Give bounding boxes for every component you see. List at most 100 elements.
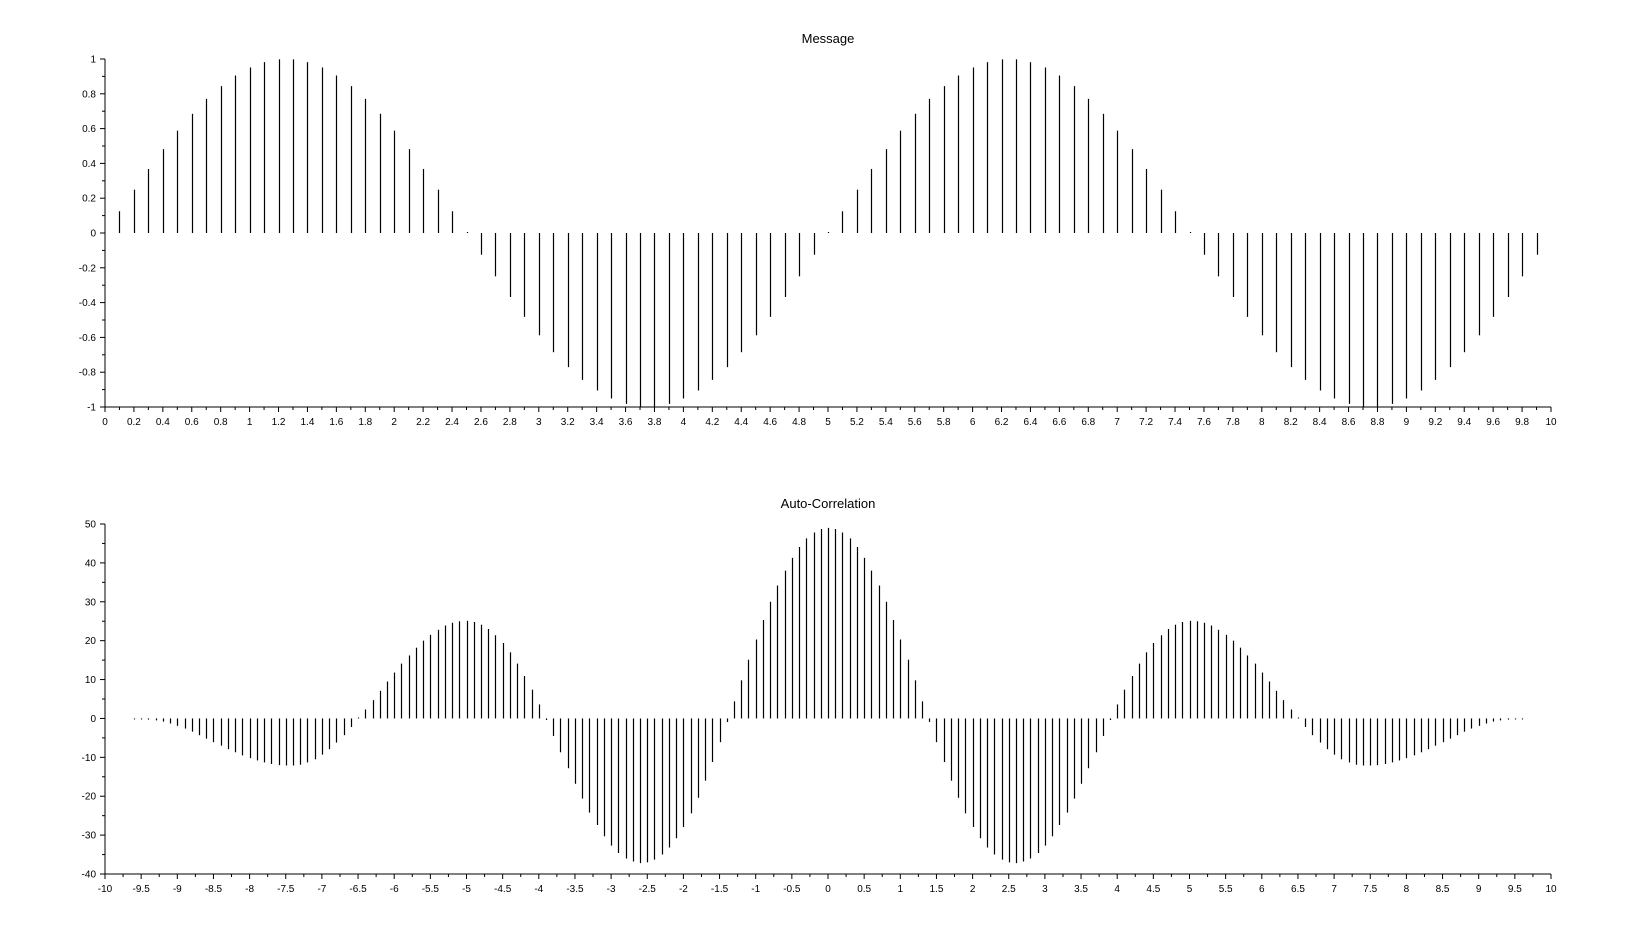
auto-correlation-x-tick-label: 0 (825, 884, 831, 895)
auto-correlation-x-tick-label: 5.5 (1219, 884, 1233, 895)
message-x-tick-label: 0.8 (214, 417, 228, 428)
auto-correlation-x-tick-label: -3 (607, 884, 616, 895)
message-x-tick-label: 7.8 (1226, 417, 1240, 428)
message-x-tick-label: 3.8 (648, 417, 662, 428)
auto-correlation-y-tick-label: -10 (82, 753, 97, 764)
message-x-tick-label: 9 (1404, 417, 1410, 428)
auto-correlation-x-tick-label: -0.5 (783, 884, 801, 895)
auto-correlation-x-tick-label: 7.5 (1363, 884, 1377, 895)
message-x-tick-label: 3.6 (619, 417, 633, 428)
auto-correlation-y-tick-label: 0 (90, 714, 96, 725)
auto-correlation-x-tick-label: -9.5 (133, 884, 151, 895)
message-x-tick-label: 6.4 (1023, 417, 1037, 428)
auto-correlation-x-tick-label: -10 (98, 884, 113, 895)
message-x-tick-label: 6.6 (1052, 417, 1066, 428)
message-x-tick-label: 2.2 (416, 417, 430, 428)
message-x-tick-label: 8.8 (1371, 417, 1385, 428)
auto-correlation-y-tick-label: -40 (82, 870, 97, 881)
message-x-tick-label: 5.8 (937, 417, 951, 428)
message-x-tick-label: 3 (536, 417, 542, 428)
message-y-tick-label: 1 (90, 55, 96, 66)
auto-correlation-x-tick-label: 8 (1404, 884, 1410, 895)
auto-correlation-x-tick-label: -8.5 (205, 884, 223, 895)
auto-correlation-x-tick-label: 3.5 (1074, 884, 1088, 895)
message-x-tick-label: 7.4 (1168, 417, 1182, 428)
message-x-tick-label: 4.8 (792, 417, 806, 428)
message-x-tick-label: 1.2 (272, 417, 286, 428)
message-x-tick-label: 0.6 (185, 417, 199, 428)
auto-correlation-x-tick-label: 1.5 (929, 884, 943, 895)
message-x-tick-label: 8.4 (1313, 417, 1327, 428)
auto-correlation-x-tick-label: -5 (462, 884, 471, 895)
message-x-tick-label: 3.2 (561, 417, 575, 428)
auto-correlation-y-tick-label: 50 (85, 520, 97, 531)
message-y-tick-label: 0 (90, 229, 96, 240)
message-x-tick-label: 9.4 (1457, 417, 1471, 428)
auto-correlation-plot: Auto-Correlation -10 -9.5 -9 -8.5 -8 -7.5 -7 -6… (82, 496, 1557, 895)
auto-correlation-x-tick-label: 4.5 (1146, 884, 1160, 895)
message-x-tick-label: 8.6 (1342, 417, 1356, 428)
message-axes: 0 0.2 0.4 0.6 0.8 1 1.2 1.4 1.6 1.8 2 2.2 2.4 2.6 2.8 3… (79, 55, 1557, 429)
message-x-tick-label: 4.4 (734, 417, 748, 428)
message-x-tick-label: 1.8 (358, 417, 372, 428)
message-x-tick-label: 7.2 (1139, 417, 1153, 428)
auto-correlation-x-tick-label: 9.5 (1508, 884, 1522, 895)
auto-correlation-x-tick-label: 2 (970, 884, 976, 895)
auto-correlation-x-tick-label: 1 (898, 884, 904, 895)
auto-correlation-y-tick-label: 20 (85, 636, 97, 647)
auto-correlation-x-tick-label: 6 (1259, 884, 1265, 895)
message-y-tick-label: -0.8 (79, 368, 97, 379)
message-x-tick-label: 9.8 (1515, 417, 1529, 428)
message-x-tick-label: 9.2 (1428, 417, 1442, 428)
message-y-tick-label: 0.4 (82, 159, 96, 170)
auto-correlation-x-tick-label: -7.5 (277, 884, 295, 895)
auto-correlation-x-tick-label: -2.5 (639, 884, 657, 895)
message-y-tick-label: 0.8 (82, 89, 96, 100)
message-y-tick-label: -1 (87, 403, 96, 414)
message-x-tick-label: 8 (1259, 417, 1265, 428)
auto-correlation-y-tick-label: 10 (85, 675, 97, 686)
message-stems (118, 59, 1539, 407)
message-x-tick-label: 6 (970, 417, 976, 428)
message-x-tick-label: 1.4 (300, 417, 314, 428)
auto-correlation-x-tick-label: 10 (1545, 884, 1557, 895)
auto-correlation-y-tick-label: -30 (82, 831, 97, 842)
message-x-tick-label: 1 (247, 417, 253, 428)
message-x-tick-label: 0 (102, 417, 108, 428)
auto-correlation-x-tick-label: -8 (245, 884, 254, 895)
auto-correlation-x-tick-label: -2 (679, 884, 688, 895)
auto-correlation-x-tick-label: 5 (1187, 884, 1193, 895)
message-x-tick-label: 6.8 (1081, 417, 1095, 428)
message-x-tick-label: 4.2 (705, 417, 719, 428)
message-x-tick-label: 9.6 (1486, 417, 1500, 428)
auto-correlation-y-tick-label: 40 (85, 558, 97, 569)
auto-correlation-x-tick-label: -3.5 (566, 884, 584, 895)
auto-correlation-x-tick-label: -1 (751, 884, 760, 895)
message-x-tick-label: 4 (681, 417, 687, 428)
auto-correlation-x-tick-label: 4 (1114, 884, 1120, 895)
auto-correlation-title: Auto-Correlation (781, 496, 876, 511)
message-x-tick-label: 10 (1545, 417, 1557, 428)
message-plot: Message 0 0.2 0.4 0.6 0.8 1 1.2 1.4 1.6 1.8 2 2.2 2.… (79, 31, 1557, 428)
auto-correlation-axes: -10 -9.5 -9 -8.5 -8 -7.5 -7 -6.5 -6 -5.5 -5 -4.5 -4-… (82, 520, 1557, 896)
auto-correlation-x-tick-label: -4 (534, 884, 543, 895)
message-y-tick-label: -0.6 (79, 333, 97, 344)
message-x-tick-label: 7.6 (1197, 417, 1211, 428)
auto-correlation-x-tick-label: 6.5 (1291, 884, 1305, 895)
message-x-tick-label: 0.2 (127, 417, 141, 428)
message-x-tick-label: 6.2 (995, 417, 1009, 428)
auto-correlation-x-tick-label: 2.5 (1002, 884, 1016, 895)
auto-correlation-y-tick-label: 30 (85, 597, 97, 608)
message-x-tick-label: 5.4 (879, 417, 893, 428)
message-x-tick-label: 4.6 (763, 417, 777, 428)
auto-correlation-x-tick-label: 8.5 (1436, 884, 1450, 895)
message-x-tick-label: 1.6 (329, 417, 343, 428)
auto-correlation-x-tick-label: 7 (1331, 884, 1337, 895)
message-x-tick-label: 2.4 (445, 417, 459, 428)
message-y-tick-label: -0.2 (79, 263, 97, 274)
auto-correlation-x-tick-label: -6 (390, 884, 399, 895)
auto-correlation-x-tick-label: -7 (317, 884, 326, 895)
message-x-tick-label: 8.2 (1284, 417, 1298, 428)
auto-correlation-x-tick-label: -4.5 (494, 884, 512, 895)
